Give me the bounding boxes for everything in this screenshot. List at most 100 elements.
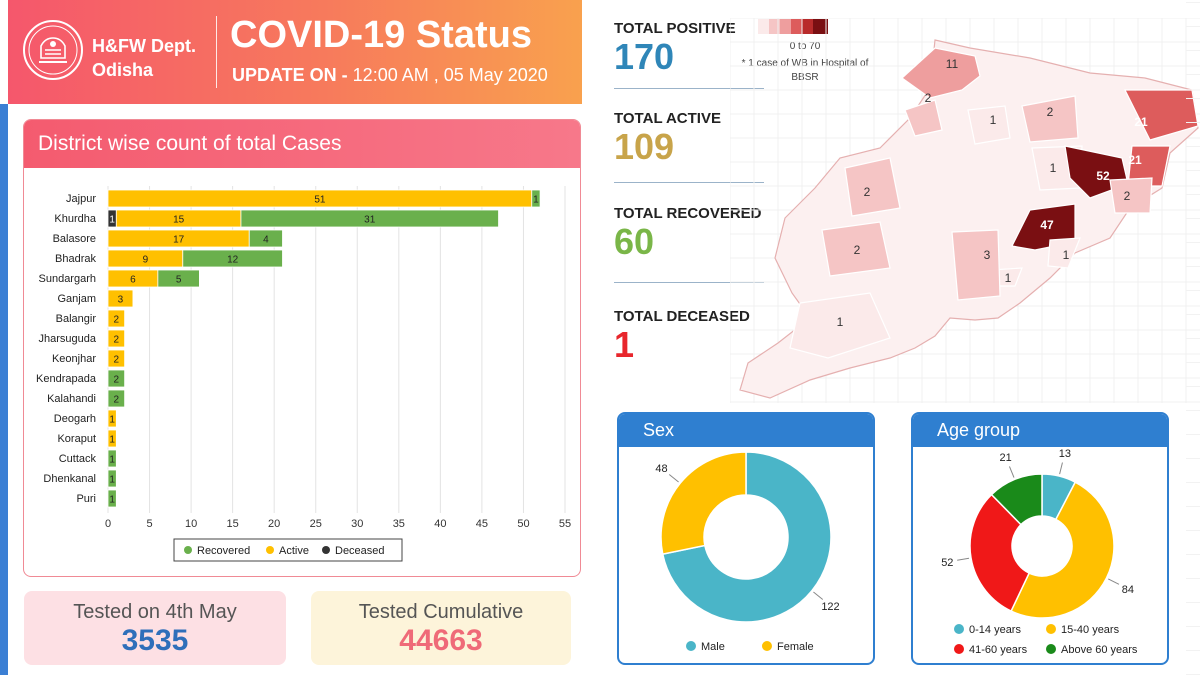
tested-today-value: 3535 [121, 624, 189, 657]
bar-data-label: 1 [109, 435, 115, 446]
bar-data-label: 31 [364, 215, 376, 226]
donut-value-label: 52 [941, 557, 953, 569]
legend-marker [1046, 644, 1056, 654]
district-region [967, 105, 1011, 145]
header-divider [216, 16, 217, 88]
donut-value-label: 84 [1122, 584, 1134, 596]
x-tick-label: 35 [393, 518, 405, 530]
category-label: Koraput [57, 433, 96, 445]
stat-divider [614, 88, 764, 89]
bar-segment-recovered [107, 389, 126, 408]
page-title: COVID-19 Status [230, 14, 532, 56]
district-region [1021, 95, 1079, 143]
scale-swatch [813, 19, 828, 34]
sex-chart-title: Sex [643, 420, 675, 440]
stat-positive-value: 170 [614, 36, 675, 77]
stat-total-recovered: TOTAL RECOVERED 60 [614, 205, 762, 262]
stat-total-active: TOTAL ACTIVE 109 [614, 110, 721, 167]
tested-cumulative-label: Tested Cumulative [358, 601, 524, 623]
district-chart-title: District wise count of total Cases [38, 132, 342, 155]
tested-cumulative-value: 44663 [399, 624, 483, 657]
donut-leader-line [813, 591, 824, 600]
district-count-label: 2 [864, 185, 871, 199]
tested-cumulative-card: Tested Cumulative 44663 [311, 591, 571, 665]
bar-data-label: 1 [109, 455, 115, 466]
donut-leader-line [1108, 578, 1120, 585]
category-label: Jharsuguda [39, 333, 97, 345]
bar-segment-active [107, 289, 134, 308]
bar-segment-recovered [182, 249, 283, 268]
legend-marker [954, 624, 964, 634]
bar-segment-active [107, 349, 126, 368]
bar-data-label: 1 [533, 195, 539, 206]
x-tick-label: 25 [310, 518, 322, 530]
bar-data-label: 2 [114, 395, 120, 406]
x-tick-label: 30 [351, 518, 363, 530]
legend-marker-deceased [322, 546, 330, 554]
legend-marker [1046, 624, 1056, 634]
bar-data-label: 6 [130, 275, 136, 286]
district-count-label: 1 [1063, 248, 1070, 262]
map-note: * 1 case of WB in Hospital of BBSR [741, 58, 869, 83]
district-count-label: 11 [946, 57, 959, 71]
donut-slice [990, 473, 1043, 526]
district-region [1127, 145, 1171, 187]
legend-label: 0-14 years [969, 624, 1021, 636]
age-chart-title: Age group [937, 420, 1021, 440]
donut-leader-line [668, 474, 679, 483]
bar-data-label: 15 [173, 215, 185, 226]
header-banner: H&FW Dept. Odisha COVID-19 Status UPDATE… [8, 0, 582, 104]
stat-positive-label: TOTAL POSITIVE [614, 20, 736, 37]
bar-data-label: 2 [114, 375, 120, 386]
bar-data-label: 1 [109, 495, 115, 506]
stat-recovered-label: TOTAL RECOVERED [614, 205, 762, 222]
update-value: 12:00 AM , 05 May 2020 [352, 65, 548, 85]
bar-segment-recovered [248, 229, 283, 248]
district-count-label: 21 [1128, 153, 1142, 167]
legend-marker [686, 641, 696, 651]
stat-total-deceased: TOTAL DECEASED 1 [614, 308, 750, 365]
stat-active-value: 109 [614, 126, 675, 167]
district-count-label: 1 [1050, 161, 1057, 175]
donut-leader-line [1059, 462, 1063, 475]
bar-data-label: 5 [176, 275, 182, 286]
x-tick-label: 0 [105, 518, 111, 530]
bar-data-label: 2 [114, 315, 120, 326]
category-label: Khurdha [54, 213, 96, 225]
district-count-label: 52 [1096, 169, 1110, 183]
bar-segment-recovered [107, 469, 117, 488]
bar-segment-recovered [240, 209, 499, 228]
district-count-label: 1 [837, 315, 844, 329]
donut-slice [660, 451, 747, 556]
district-region [901, 47, 981, 99]
legend-label: Female [777, 641, 814, 653]
category-label: Deogarh [54, 413, 96, 425]
legend-marker [954, 644, 964, 654]
sex-donut-chart: 122 48 Male Female [655, 451, 840, 653]
category-label: Sundargarh [39, 273, 97, 285]
tested-today-label: Tested on 4th May [73, 601, 237, 623]
x-tick-label: 40 [434, 518, 446, 530]
stat-divider [614, 182, 764, 183]
x-tick-label: 5 [146, 518, 152, 530]
legend-label-deceased: Deceased [335, 545, 385, 557]
age-chart-header: Age group [913, 414, 1167, 447]
bar-data-label: 2 [114, 355, 120, 366]
category-label: Balasore [53, 233, 96, 245]
stat-deceased-value: 1 [614, 324, 635, 365]
donut-value-label: 48 [655, 463, 667, 475]
donut-slice [661, 451, 832, 623]
district-count-label: 2 [1047, 105, 1054, 119]
bar-data-label: 17 [173, 235, 185, 246]
dept-line-1: H&FW Dept. [92, 36, 196, 56]
odisha-emblem-logo [23, 20, 83, 80]
department-name: H&FW Dept. Odisha [92, 34, 196, 82]
chart-legend-box [173, 538, 403, 562]
district-region [904, 99, 943, 137]
legend-label-recovered: Recovered [197, 545, 250, 557]
tested-today-card: Tested on 4th May 3535 [24, 591, 286, 665]
category-label: Jajpur [66, 193, 96, 205]
bar-data-label: 4 [263, 235, 269, 246]
district-count-label: 2 [925, 91, 932, 105]
district-count-label: 2 [1124, 189, 1131, 203]
